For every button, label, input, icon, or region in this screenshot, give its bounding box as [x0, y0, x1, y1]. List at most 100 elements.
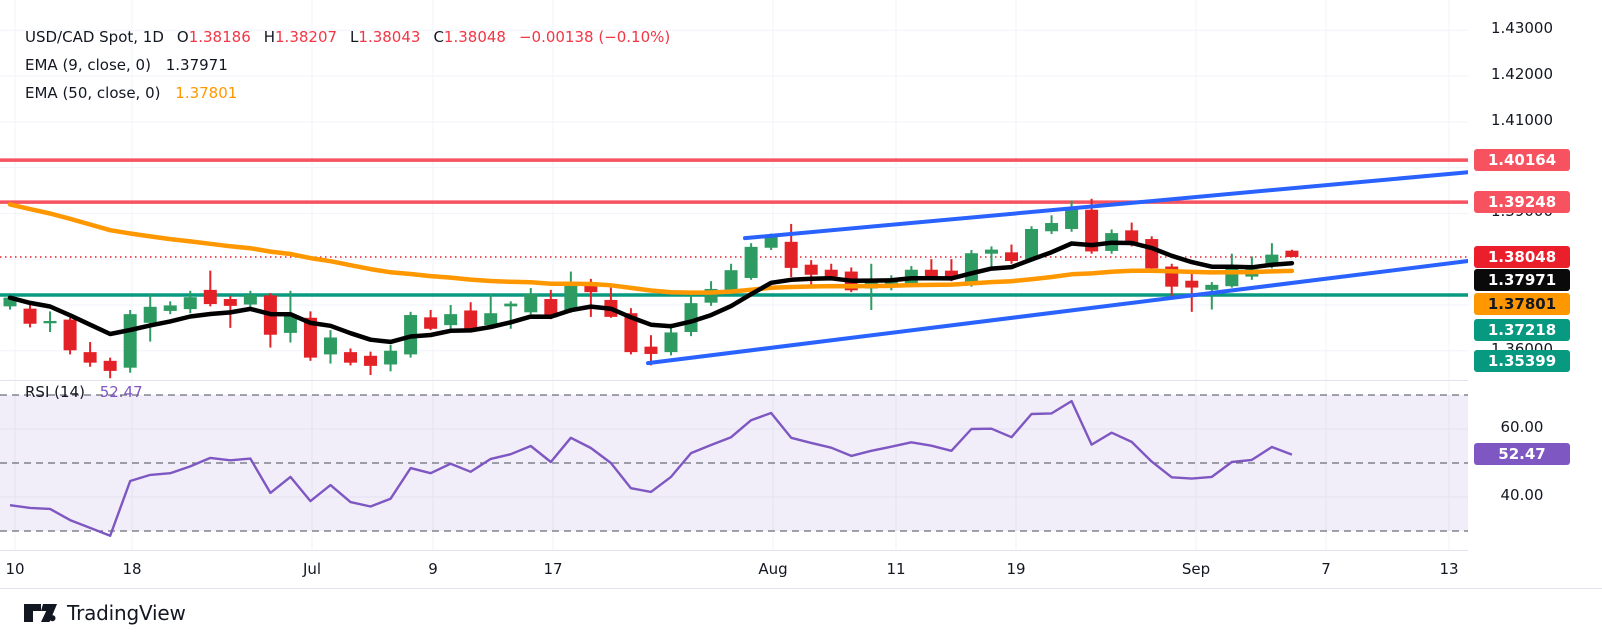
ema9-value: 1.37971	[165, 56, 228, 74]
time-axis-label: 17	[543, 560, 563, 578]
candle-body-up	[123, 314, 137, 368]
price-level-badge: 1.35399	[1474, 350, 1570, 372]
ema9-legend[interactable]: EMA (9, close, 0) 1.37971	[25, 56, 228, 74]
ohlc-value: 1.38186	[188, 28, 251, 46]
candle-body-up	[3, 297, 17, 307]
candle-body-down	[1005, 252, 1018, 262]
candle-body-up	[384, 350, 398, 365]
price-axis[interactable]: 1.430001.420001.410001.390001.360001.401…	[1468, 0, 1602, 588]
candle-body-up	[524, 293, 538, 313]
candle-body-up	[1265, 254, 1279, 266]
ema9-line	[7, 240, 1295, 345]
candle-body-down	[944, 270, 958, 279]
candle-body-down	[584, 282, 598, 293]
ema9-label[interactable]: EMA (9, close, 0)	[25, 56, 151, 74]
candle-body-up	[564, 283, 578, 311]
timeaxis-separator	[0, 550, 1602, 551]
price-level-badge: 1.39248	[1474, 191, 1570, 213]
chart-bottom-border	[0, 588, 1602, 589]
symbol-title[interactable]: USD/CAD Spot, 1D	[25, 28, 164, 46]
time-axis-label: 11	[886, 560, 906, 578]
candle-body-up	[1205, 284, 1219, 290]
candle-body-up	[664, 332, 678, 353]
time-axis-label: 7	[1321, 560, 1331, 578]
tradingview-logo-icon	[24, 604, 57, 622]
change-value: −0.00138 (−0.10%)	[518, 28, 671, 46]
ohlc-value: 1.38207	[275, 28, 338, 46]
price-level-badge: 1.38048	[1474, 246, 1570, 268]
candle-body-up	[283, 314, 297, 333]
candle-body-up	[724, 270, 738, 290]
candle-body-down	[1145, 239, 1159, 269]
rsi-axis-tick: 40.00	[1500, 486, 1544, 504]
candle-body-up	[323, 337, 337, 355]
candle-body-up	[163, 305, 177, 311]
ohlc-key: L	[350, 28, 359, 46]
time-axis-label: 10	[5, 560, 25, 578]
ema50-value: 1.37801	[175, 84, 238, 102]
channel-lower-trendline	[646, 259, 1470, 366]
rsi-plot-line	[9, 399, 1293, 537]
candle-body-up	[243, 294, 257, 305]
candle-body-down	[63, 319, 77, 351]
price-level-badge: 1.37218	[1474, 319, 1570, 341]
candle-body-down	[544, 299, 558, 318]
candle-body-up	[1025, 228, 1039, 260]
candle-body-down	[624, 313, 638, 353]
rsi-axis-tick: 60.00	[1500, 418, 1544, 436]
time-axis-label: Aug	[758, 560, 788, 578]
rsi-legend[interactable]: RSI (14) 52.47	[25, 383, 143, 401]
ema50-legend[interactable]: EMA (50, close, 0) 1.37801	[25, 84, 237, 102]
candle-body-up	[183, 297, 197, 310]
candle-body-up	[504, 303, 518, 307]
candle-body-down	[644, 346, 658, 354]
candle-body-up	[484, 313, 498, 326]
candle-body-down	[1285, 250, 1299, 257]
candle-body-up	[43, 321, 57, 324]
ema50-label[interactable]: EMA (50, close, 0)	[25, 84, 161, 102]
candle-body-down	[924, 269, 938, 279]
candle-body-down	[223, 299, 237, 306]
candle-body-down	[344, 352, 358, 363]
candle-body-down	[23, 308, 37, 324]
tradingview-logo-text: TradingView	[67, 601, 186, 625]
ohlc-key: C	[433, 28, 444, 46]
ohlc-key: H	[263, 28, 276, 46]
time-axis[interactable]: 10 18 Jul 9 17 Aug 11 19 Sep 7 13	[0, 550, 1602, 588]
candle-body-down	[1125, 230, 1139, 245]
price-level-badge: 1.37971	[1474, 269, 1570, 291]
rsi-label[interactable]: RSI (14)	[25, 383, 85, 401]
candle-body-down	[464, 310, 478, 329]
candle-body-up	[764, 236, 778, 248]
price-axis-tick: 1.42000	[1490, 65, 1554, 83]
tradingview-logo[interactable]: TradingView	[24, 601, 186, 625]
candle-body-down	[1085, 209, 1099, 252]
candle-body-down	[824, 269, 838, 277]
price-level-badge: 1.37801	[1474, 293, 1570, 315]
time-axis-label: 18	[122, 560, 142, 578]
time-axis-label: 9	[428, 560, 438, 578]
candle-body-down	[203, 289, 217, 305]
candle-body-up	[684, 303, 698, 332]
time-axis-label: Sep	[1181, 560, 1211, 578]
candle-body-up	[1065, 208, 1079, 229]
time-axis-label: 13	[1439, 560, 1459, 578]
time-axis-label: 19	[1006, 560, 1026, 578]
pane-separator[interactable]	[0, 380, 1468, 381]
time-axis-label: Jul	[302, 560, 322, 578]
symbol-legend[interactable]: USD/CAD Spot, 1D O1.38186 H1.38207 L1.38043…	[25, 28, 670, 46]
candle-body-down	[1185, 280, 1199, 288]
candle-body-down	[83, 352, 97, 363]
candle-body-down	[424, 317, 438, 329]
candle-body-up	[1045, 223, 1059, 232]
candle-body-up	[744, 246, 758, 278]
candle-body-up	[964, 253, 978, 285]
price-axis-tick: 1.43000	[1490, 19, 1554, 37]
ohlc-value: 1.38048	[443, 28, 506, 46]
rsi-value: 52.47	[99, 383, 143, 401]
price-level-badge: 1.40164	[1474, 149, 1570, 171]
candle-body-up	[984, 249, 998, 254]
rsi-value-badge: 52.47	[1474, 443, 1570, 465]
